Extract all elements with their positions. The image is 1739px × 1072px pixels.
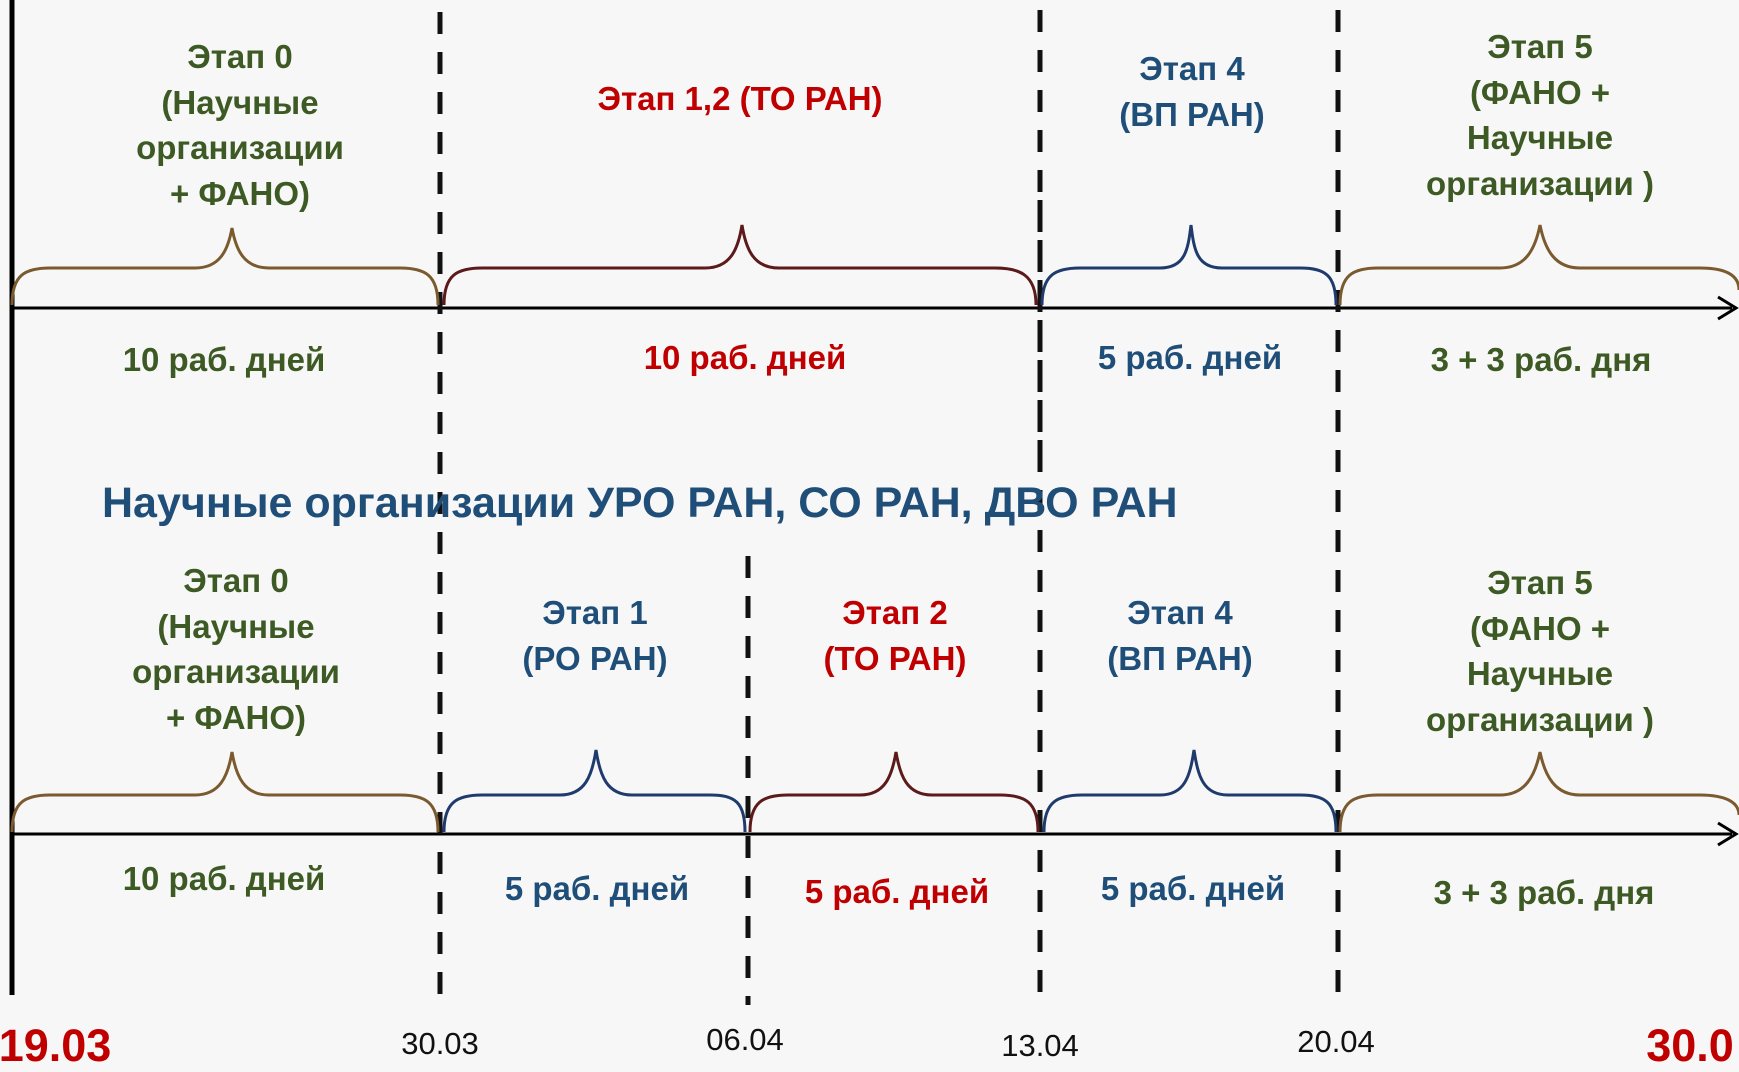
brace-top-stage12 [442, 224, 1038, 306]
bottom-stage5-label: Этап 5 (ФАНО + Научные организации ) [1426, 564, 1654, 738]
brace-bottom-stage0 [10, 751, 440, 833]
bottom-stage1-label: Этап 1 (РО РАН) [522, 594, 668, 677]
bottom-duration-stage1: 5 раб. дней [504, 870, 690, 907]
bottom-duration-stage2: 5 раб. дней [804, 873, 990, 910]
date-20-04: 20.04 [1297, 1024, 1375, 1059]
brace-bottom-stage5 [1338, 751, 1739, 833]
bottom-stage2-label: Этап 2 (ТО РАН) [823, 594, 967, 677]
date-start: 19.03 [0, 1020, 112, 1071]
section-heading: Научные организации УРО РАН, СО РАН, ДВО… [102, 479, 1178, 527]
top-duration-stage4: 5 раб. дней [1097, 339, 1283, 376]
brace-top-stage5 [1338, 224, 1739, 306]
top-stage0-label: Этап 0 (Научные организации + ФАНО) [136, 38, 344, 212]
brace-top-stage0 [10, 227, 440, 306]
brace-bottom-stage4 [1042, 749, 1338, 833]
top-duration-stage12: 10 раб. дней [643, 339, 847, 376]
bottom-duration-stage0: 10 раб. дней [122, 860, 326, 897]
top-stage12-label: Этап 1,2 (ТО РАН) [597, 80, 883, 117]
top-stage4-label: Этап 4 (ВП РАН) [1119, 50, 1265, 133]
top-duration-stage0: 10 раб. дней [122, 341, 326, 378]
brace-top-stage4 [1040, 224, 1338, 306]
date-end: 30.0 [1646, 1020, 1734, 1071]
date-13-04: 13.04 [1001, 1028, 1079, 1063]
date-30-03: 30.03 [401, 1026, 479, 1061]
brace-bottom-stage2 [748, 751, 1040, 833]
top-duration-stage5: 3 + 3 раб. дня [1430, 341, 1652, 378]
bottom-duration-stage5: 3 + 3 раб. дня [1433, 874, 1655, 911]
brace-bottom-stage1 [442, 749, 747, 833]
top-stage5-label: Этап 5 (ФАНО + Научные организации ) [1426, 28, 1654, 202]
date-06-04: 06.04 [706, 1022, 784, 1057]
bottom-duration-stage4: 5 раб. дней [1100, 870, 1286, 907]
bottom-stage4-label: Этап 4 (ВП РАН) [1107, 594, 1253, 677]
bottom-stage0-label: Этап 0 (Научные организации + ФАНО) [132, 562, 340, 736]
